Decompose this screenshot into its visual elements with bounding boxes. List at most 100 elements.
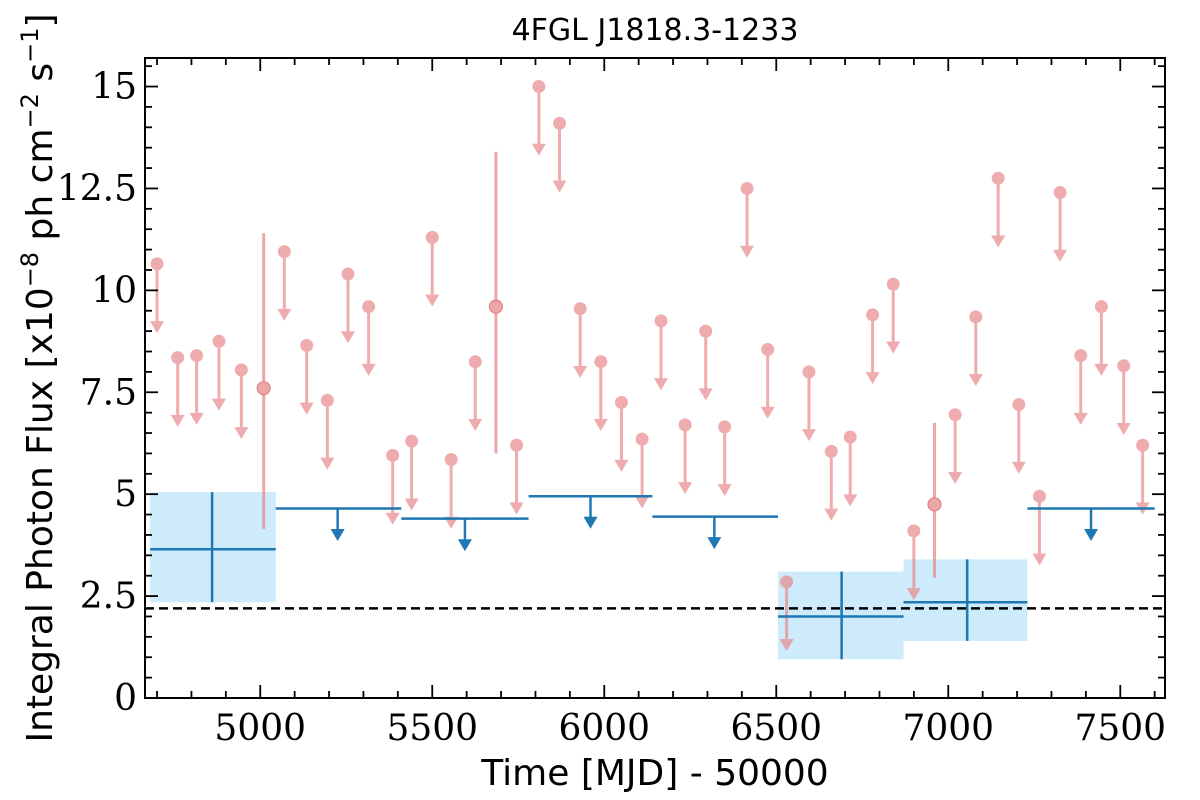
upper-limit-arrowhead [968,374,983,387]
short-bin-upper-limit [320,393,335,470]
upper-limit-marker [320,393,334,407]
upper-limit-marker [1032,489,1046,503]
x-tick-label: 7500 [1074,708,1166,749]
upper-limit-arrowhead [824,508,839,521]
short-bin-upper-limit [948,408,963,484]
long-bin-series [150,492,1155,660]
upper-limit-marker [1074,349,1088,363]
upper-limit-marker [425,230,439,244]
long-bin-upper-limit [652,515,778,550]
short-bin-upper-limit [760,342,775,419]
chart-title: 4FGL J1818.3-1233 [512,13,799,48]
upper-limit-marker [614,395,628,409]
tick-labels: 5000 5500 6000 6500 7000 7500 0 2.5 5 7.5 10 12.5 15 [57,67,1166,749]
short-bin-detection [927,422,942,578]
long-bin-arrowhead [330,529,345,542]
upper-limit-arrowhead [385,512,400,525]
short-bin-upper-limit [170,351,185,427]
upper-limit-arrowhead [948,471,963,484]
upper-limit-arrowhead [740,245,755,258]
y-tick-label: 10 [91,270,137,311]
y-axis-label: Integral Photon Flux [x10−8 ph cm−2 s−1] [16,13,61,742]
upper-limit-marker [886,277,900,291]
upper-limit-marker [1094,300,1108,314]
x-tick-label: 6000 [558,708,650,749]
short-bin-detection [256,233,271,529]
upper-limit-marker [468,355,482,369]
short-bin-upper-limit [698,324,713,401]
upper-limit-arrowhead [717,484,732,497]
short-bin-upper-limit [654,314,669,391]
upper-limit-marker [969,310,983,324]
short-bin-upper-limit [150,257,165,334]
short-bin-upper-limit [1053,186,1068,262]
upper-limit-marker [300,338,314,352]
short-bin-upper-limit [211,334,226,411]
upper-limit-arrowhead [404,498,419,511]
short-bin-upper-limit [509,438,524,515]
y-label-pre: Integral Photon Flux [x10 [20,287,61,742]
short-bin-upper-limit [678,418,693,495]
upper-limit-arrowhead [340,331,355,344]
upper-limit-arrowhead [635,496,650,509]
upper-limit-marker [212,334,226,348]
upper-limit-marker [907,524,921,538]
x-tick-label: 5500 [386,708,478,749]
upper-limit-arrowhead [593,418,608,431]
upper-limit-arrowhead [509,502,524,515]
short-bin-upper-limit [404,434,419,511]
short-bin-upper-limit [234,363,249,440]
upper-limit-arrowhead [698,388,713,401]
upper-limit-arrowhead [1032,553,1047,566]
y-label-exp3: −1 [16,28,44,63]
upper-limit-marker [866,308,880,322]
upper-limit-marker [699,324,713,338]
detection-marker [488,299,503,314]
upper-limit-marker [405,434,419,448]
long-bin-error-band [903,559,1028,641]
upper-limit-arrowhead [277,308,292,321]
upper-limit-marker [740,181,754,195]
short-bin-upper-limit [1094,300,1109,376]
short-bin-upper-limit [552,116,567,193]
upper-limit-arrowhead [468,418,483,431]
upper-limit-marker [635,432,649,446]
upper-limit-marker [190,349,204,363]
upper-limit-arrowhead [865,372,880,385]
upper-limit-arrowhead [1053,249,1068,262]
short-bin-upper-limit [906,524,921,601]
short-bin-series [150,80,1150,652]
short-bin-upper-limit [340,267,355,344]
upper-limit-marker [843,430,857,444]
long-bin-upper-limit [1027,507,1155,542]
upper-limit-arrowhead [843,494,858,507]
upper-limit-arrowhead [1011,461,1026,474]
upper-limit-marker [1053,186,1067,200]
x-axis-label: Time [MJD] - 50000 [480,753,828,794]
upper-limit-arrowhead [1116,423,1131,436]
short-bin-upper-limit [865,308,880,385]
upper-limit-arrowhead [801,429,816,442]
upper-limit-marker [362,300,376,314]
upper-limit-marker [678,418,692,432]
upper-limit-arrowhead [552,180,567,193]
upper-limit-marker [761,342,775,356]
short-bin-upper-limit [573,302,588,378]
short-bin-upper-limit [277,245,292,321]
short-bin-upper-limit [425,230,440,307]
y-tick-label: 12.5 [57,168,137,209]
upper-limit-marker [1012,397,1026,411]
upper-limit-marker [718,420,732,434]
y-label-exp1: −8 [16,252,44,287]
upper-limit-arrowhead [189,412,204,425]
upper-limit-arrowhead [361,363,376,376]
upper-limit-marker [802,365,816,379]
upper-limit-marker [532,80,546,94]
long-bin-detection [150,492,276,603]
short-bin-upper-limit [740,181,755,258]
detection-marker [927,497,942,512]
y-label-exp2: −2 [16,93,44,128]
y-tick-label: 0 [114,678,137,719]
y-tick-label: 5 [114,474,137,515]
short-bin-upper-limit [614,395,629,472]
